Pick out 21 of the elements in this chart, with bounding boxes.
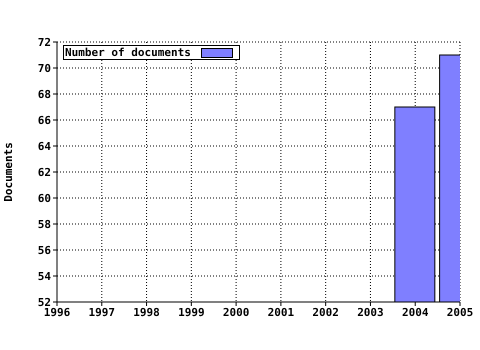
- x-tick-label: 2004: [402, 306, 429, 319]
- x-tick-label: 1997: [88, 306, 116, 319]
- y-tick-label: 64: [38, 140, 52, 153]
- y-tick-label: 70: [38, 62, 51, 75]
- x-tick-label: 2003: [357, 306, 384, 319]
- x-tick-label: 2001: [268, 306, 295, 319]
- y-tick-label: 54: [38, 270, 52, 283]
- y-tick-label: 56: [38, 244, 52, 257]
- x-tick-label: 2005: [446, 306, 474, 319]
- x-tick-label: 2002: [312, 306, 339, 319]
- y-tick-label: 62: [38, 166, 51, 179]
- y-tick-label: 66: [38, 114, 52, 127]
- y-tick-label: 58: [38, 218, 51, 231]
- x-tick-label: 1998: [133, 306, 160, 319]
- y-tick-label: 72: [38, 36, 51, 49]
- x-tick-label: 2000: [222, 306, 250, 319]
- y-axis-title: Documents: [2, 142, 15, 202]
- y-tick-label: 60: [38, 192, 51, 205]
- legend-label: Number of documents: [65, 46, 191, 59]
- y-tick-label: 68: [38, 88, 51, 101]
- x-tick-label: 1999: [178, 306, 205, 319]
